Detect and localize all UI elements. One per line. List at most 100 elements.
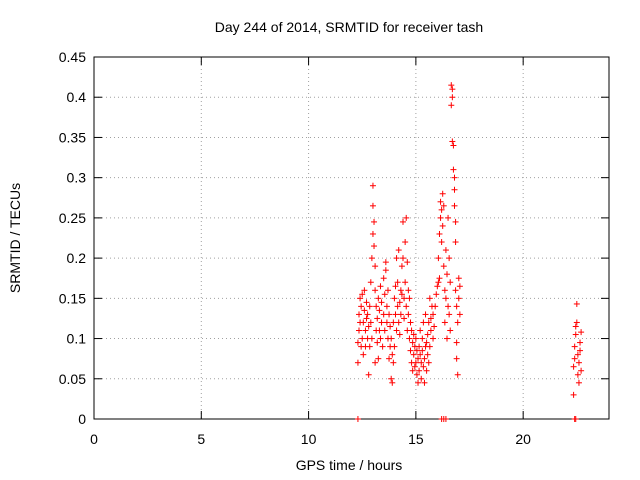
data-point [375, 295, 382, 302]
y-axis-label: SRMTID / TECUs [7, 183, 23, 293]
data-point [390, 359, 397, 366]
data-point [393, 327, 400, 334]
data-point [573, 300, 580, 307]
data-point [574, 371, 581, 378]
data-point [406, 335, 413, 342]
y-tick-label: 0.2 [67, 250, 87, 266]
x-tick-label: 5 [197, 431, 205, 447]
data-point [446, 311, 453, 318]
data-point [365, 371, 372, 378]
data-point [389, 351, 396, 358]
data-point [454, 371, 461, 378]
data-point [573, 319, 580, 326]
y-tick-label: 0.25 [59, 210, 86, 226]
data-point [440, 263, 447, 270]
data-point [447, 279, 454, 286]
data-point [368, 335, 375, 342]
data-point [392, 283, 399, 290]
data-point [570, 363, 577, 370]
data-point [430, 335, 437, 342]
data-point [577, 347, 584, 354]
data-point [388, 335, 395, 342]
data-point [417, 351, 424, 358]
plot-frame [93, 56, 610, 420]
data-point [443, 271, 450, 278]
data-point [420, 319, 427, 326]
y-tick-label: 0.3 [67, 170, 87, 186]
data-point [401, 315, 408, 322]
data-point [389, 379, 396, 386]
data-point [402, 239, 409, 246]
y-tick-label: 0 [78, 411, 86, 427]
data-point [426, 343, 433, 350]
data-point [367, 319, 374, 326]
data-point [407, 319, 414, 326]
data-point [421, 355, 428, 362]
data-point [436, 230, 443, 237]
data-point [442, 247, 449, 254]
data-point [366, 343, 373, 350]
data-point [356, 311, 363, 318]
data-point [384, 287, 391, 294]
data-point [575, 379, 582, 386]
data-point [433, 291, 440, 298]
data-point [421, 379, 428, 386]
data-point [407, 347, 414, 354]
data-point [411, 363, 418, 370]
data-point [375, 355, 382, 362]
data-point [427, 327, 434, 334]
data-point [382, 267, 389, 274]
data-point [363, 315, 370, 322]
data-point [432, 303, 439, 310]
y-tick-label: 0.4 [67, 89, 87, 105]
data-point [368, 255, 375, 262]
data-point [572, 323, 579, 330]
data-point [394, 303, 401, 310]
data-point [427, 315, 434, 322]
data-point [415, 355, 422, 362]
data-point [450, 142, 457, 149]
data-point [455, 295, 462, 302]
data-point [374, 339, 381, 346]
data-point [437, 198, 444, 205]
data-point [571, 343, 578, 350]
data-point [453, 355, 460, 362]
data-point [570, 391, 577, 398]
data-point [410, 331, 417, 338]
data-point [409, 339, 416, 346]
data-point [369, 202, 376, 209]
data-point [453, 303, 460, 310]
data-point [398, 291, 405, 298]
data-point [426, 295, 433, 302]
data-point [578, 329, 585, 336]
data-point [403, 303, 410, 310]
data-point [578, 367, 585, 374]
data-point [388, 375, 395, 382]
data-point [450, 166, 457, 173]
data-point [445, 303, 452, 310]
data-point [397, 311, 404, 318]
data-point [456, 311, 463, 318]
data-point [402, 279, 409, 286]
data-point [453, 339, 460, 346]
data-point [400, 218, 406, 225]
data-point [369, 182, 376, 189]
data-point [369, 230, 376, 237]
chart-title: Day 244 of 2014, SRMTID for receiver tas… [215, 19, 483, 35]
data-points [354, 82, 585, 422]
data-point [454, 319, 461, 326]
data-point [438, 239, 445, 246]
data-point [391, 343, 398, 350]
data-point [424, 351, 431, 358]
data-point [574, 351, 581, 358]
data-point [425, 319, 432, 326]
data-point [572, 416, 579, 422]
data-point [452, 218, 459, 225]
data-point [435, 255, 442, 262]
data-point [425, 359, 432, 366]
data-point [438, 206, 445, 213]
data-point [361, 307, 368, 314]
data-point [449, 86, 456, 93]
data-point [357, 295, 364, 302]
data-point [449, 138, 456, 145]
